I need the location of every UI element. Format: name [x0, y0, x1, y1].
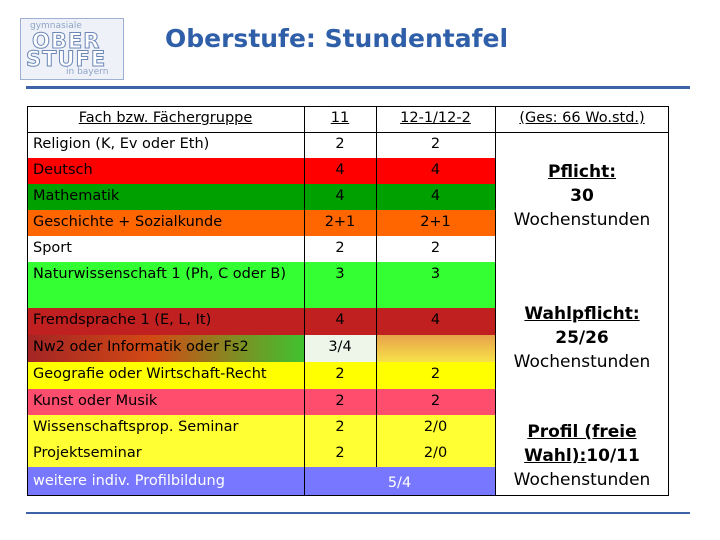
header-fach-label: Fach bzw. Fächergruppe — [78, 110, 253, 126]
grid-line — [27, 495, 669, 496]
row-pseminar-12: 2/0 — [376, 441, 495, 467]
row-wseminar-11: 2 — [304, 415, 376, 441]
row-geografie-fach: Geografie oder Wirtschaft-Recht — [27, 362, 304, 389]
row-geschichte-11: 2+1 — [304, 210, 376, 236]
logo-line1: gymnasiale — [30, 21, 82, 31]
row-fremdsprache-12: 4 — [376, 308, 495, 335]
row-religion-12: 2 — [430, 136, 441, 152]
header-12-label: 12-1/12-2 — [400, 110, 471, 126]
row-pseminar-fach: Projektseminar — [27, 441, 304, 467]
header-12: 12-1/12-2 — [376, 106, 495, 132]
row-naturwissenschaft-fach: Naturwissenschaft 1 (Ph, C oder B) — [27, 262, 304, 308]
row-geografie-11: 2 — [304, 362, 376, 389]
row-sport-11: 2 — [335, 240, 345, 256]
grid-line — [668, 106, 669, 496]
row-deutsch-11: 4 — [304, 158, 376, 184]
row-nw2-fach: Nw2 oder Informatik oder Fs2 — [27, 335, 304, 362]
logo: gymnasiale OBER STUFE in bayern — [20, 18, 124, 80]
row-deutsch-12: 4 — [376, 158, 495, 184]
logo-frame — [20, 18, 124, 80]
logo-line3: STUFE — [25, 47, 107, 72]
grid-line — [376, 106, 377, 467]
row-geschichte-fach: Geschichte + Sozialkunde — [27, 210, 304, 236]
logo-line4: in bayern — [66, 67, 109, 77]
group-profil-unit: Wochenstunden — [513, 470, 651, 490]
group-profil: Profil (freie Wahl):10/11 Wochenstunden — [495, 420, 669, 492]
row-profil-fach: weitere indiv. Profilbildung — [27, 467, 304, 496]
header-fach: Fach bzw. Fächergruppe — [27, 106, 304, 132]
group-wahlpflicht-title: Wahlpflicht: — [524, 304, 640, 324]
row-kunst-11: 2 — [304, 389, 376, 415]
header-11-label: 11 — [330, 110, 350, 126]
row-geschichte-12: 2+1 — [376, 210, 495, 236]
grid-line — [27, 106, 669, 107]
row-naturwissenschaft-12: 3 — [376, 262, 495, 308]
grid-line — [27, 132, 669, 133]
row-geografie-12: 2 — [376, 362, 495, 389]
group-pflicht-value: 30 — [570, 186, 594, 206]
group-wahlpflicht-value: 25/26 — [555, 328, 609, 348]
logo-line2: OBER — [31, 29, 101, 54]
group-profil-title: Profil (freie Wahl): — [524, 422, 637, 466]
row-sport-fach: Sport — [33, 240, 72, 256]
row-profil-merged: 5/4 — [304, 467, 495, 496]
header-ges: (Ges: 66 Wo.std.) — [495, 106, 669, 132]
grid-line — [495, 106, 496, 496]
timetable: Fach bzw. Fächergruppe 11 12-1/12-2 (Ges… — [27, 106, 669, 496]
group-pflicht-unit: Wochenstunden — [513, 210, 651, 230]
row-wseminar-12: 2/0 — [376, 415, 495, 441]
row-deutsch-fach: Deutsch — [27, 158, 304, 184]
row-nw2-11: 3/4 — [304, 335, 376, 362]
row-mathematik-12: 4 — [376, 184, 495, 210]
group-wahlpflicht: Wahlpflicht: 25/26 Wochenstunden — [495, 302, 669, 374]
row-sport-12: 2 — [430, 240, 441, 256]
top-rule — [26, 86, 690, 89]
group-pflicht-title: Pflicht: — [548, 162, 616, 182]
group-pflicht: Pflicht: 30 Wochenstunden — [495, 160, 669, 232]
group-profil-value: 10/11 — [586, 446, 640, 466]
page-title: Oberstufe: Stundentafel — [165, 24, 509, 53]
header-ges-label: (Ges: 66 Wo.std.) — [519, 110, 645, 126]
row-kunst-fach: Kunst oder Musik — [27, 389, 304, 415]
group-wahlpflicht-unit: Wochenstunden — [513, 352, 651, 372]
row-pseminar-11: 2 — [304, 441, 376, 467]
row-fremdsprache-fach: Fremdsprache 1 (E, L, It) — [27, 308, 304, 335]
header-11: 11 — [304, 106, 376, 132]
row-mathematik-11: 4 — [304, 184, 376, 210]
row-wseminar-fach: Wissenschaftsprop. Seminar — [27, 415, 304, 441]
row-religion-11: 2 — [335, 136, 345, 152]
bottom-rule — [26, 512, 690, 514]
grid-line — [304, 106, 305, 496]
row-kunst-12: 2 — [376, 389, 495, 415]
row-nw2-12 — [376, 335, 495, 362]
row-mathematik-fach: Mathematik — [27, 184, 304, 210]
row-religion-fach: Religion (K, Ev oder Eth) — [33, 136, 210, 152]
grid-line — [27, 106, 28, 496]
row-naturwissenschaft-11: 3 — [304, 262, 376, 308]
row-fremdsprache-11: 4 — [304, 308, 376, 335]
